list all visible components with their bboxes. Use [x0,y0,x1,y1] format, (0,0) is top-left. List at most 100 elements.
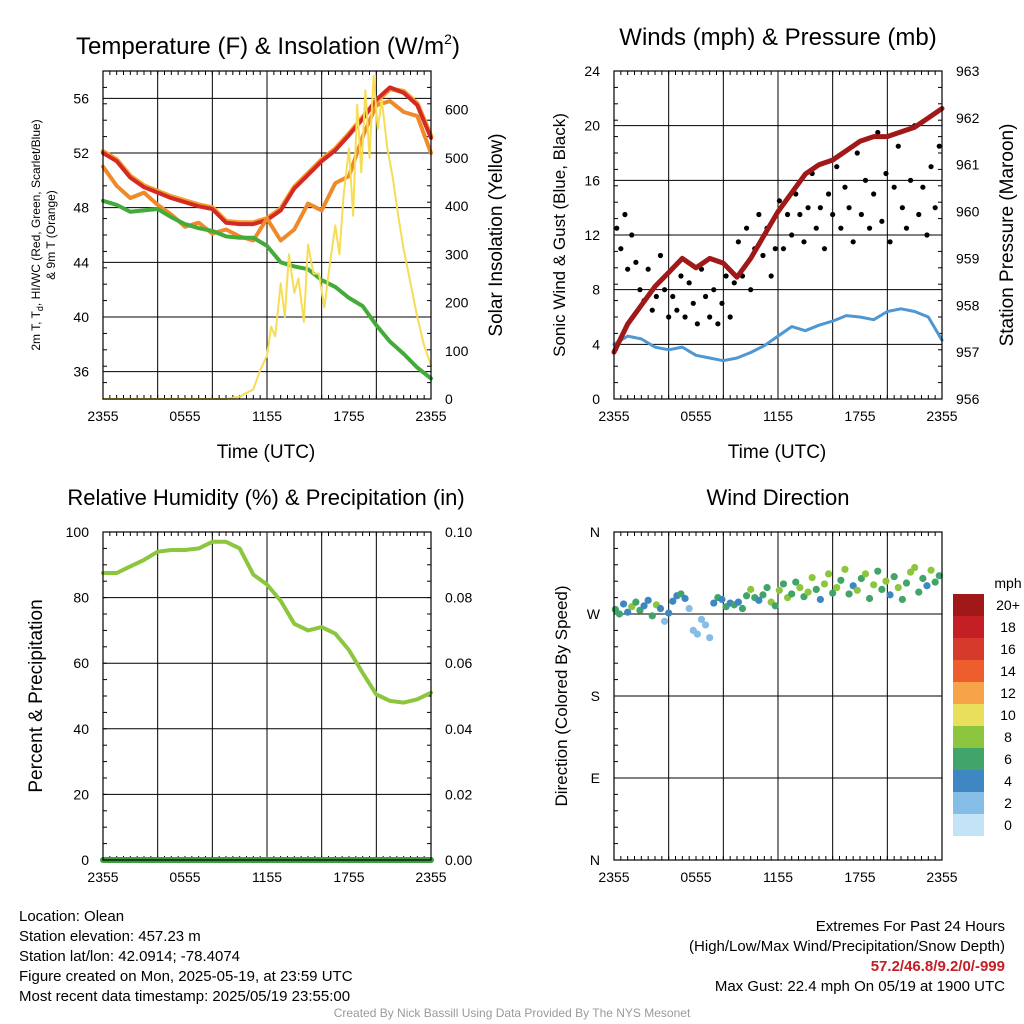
gust-point [661,287,668,293]
gust-point [629,232,635,238]
temperature-right-y-label: Solar Insolation (Yellow) [486,133,507,336]
gust-point [891,184,897,190]
gust-point [735,239,741,245]
direction-point [804,588,812,596]
extremes-title: Extremes For Past 24 Hours [815,918,1005,935]
gust-point [625,266,631,272]
gust-point [682,314,688,320]
direction-point [632,598,640,606]
credit-line: Created By Nick Bassill Using Data Provi… [333,1006,691,1020]
legend-swatch [953,704,984,726]
gust-point [846,205,852,211]
gust-point [858,211,864,218]
gust-point [719,300,725,306]
plot-frame [613,70,943,400]
x-tick-label: 2355 [415,869,446,885]
y2-tick-label: 0.02 [445,786,472,802]
direction-point [779,580,788,588]
gust-point [727,314,733,320]
direction-point [701,621,710,629]
gust-point [707,314,713,320]
station-info: Location: Olean Station elevation: 457.2… [19,907,353,1007]
gust-point [702,293,709,300]
gust-point [850,239,856,245]
y-tick-label: N [590,524,600,540]
gust-point [883,170,889,177]
station-latlon: Station lat/lon: 42.0914; -78.4074 [19,948,241,965]
direction-point [747,585,755,594]
y2-tick-label: 959 [956,250,980,266]
x-tick-label: 0555 [169,869,200,885]
y2-tick-label: 600 [445,102,469,118]
gust-point [801,239,807,245]
temperature-left-y-label-line2: & 9m T (Orange) [44,190,58,280]
y-tick-label: 60 [73,655,89,671]
direction-point [833,583,841,592]
gust-point [879,218,885,224]
direction-point [874,567,882,575]
direction-point [738,604,747,613]
y-tick-label: 4 [592,336,600,352]
direction-point [742,592,751,600]
gust-point [932,205,938,211]
direction-point [870,581,878,589]
y2-tick-label: 500 [445,150,469,166]
direction-point [640,602,648,610]
gust-point [916,211,922,218]
temperature-x-axis-label: Time (UTC) [217,442,316,463]
direction-point [935,572,943,580]
direction-point [624,608,632,616]
y-tick-label: W [587,606,601,622]
y2-tick-label: 0.06 [445,655,472,671]
direction-point [710,599,718,607]
direction-point [865,594,874,603]
y-tick-label: 8 [592,282,600,298]
figure-created: Figure created on Mon, 2025-05-19, at 23… [19,968,353,985]
gust-point [866,225,873,231]
gust-point [622,211,628,218]
y-tick-label: 20 [73,786,89,802]
gust-point [928,164,934,170]
gust-point [666,314,672,320]
gust-point [690,300,696,306]
direction-point [837,576,845,584]
gust-point [743,225,750,231]
legend-label: 20+ [996,597,1020,613]
temperature-title-superscript: 2 [444,31,452,47]
station-elevation: Station elevation: 457.23 m [19,928,201,945]
pressure-line [611,106,945,355]
gust-point [899,205,905,211]
station-location: Location: Olean [19,908,125,925]
direction-point [853,586,861,594]
extremes-values: 57.2/46.8/9.2/0/-999 [870,958,1005,975]
legend-swatch [953,682,984,704]
x-tick-label: 2355 [87,408,118,424]
x-tick-label: 1755 [333,408,364,424]
data-timestamp: Most recent data timestamp: 2025/05/19 2… [19,988,351,1005]
direction-point [615,610,624,618]
winds-chart: Winds (mph) & Pressure (mb) Time (UTC) S… [550,24,1018,463]
legend-label: 0 [1004,817,1012,833]
direction-point [894,583,902,592]
y2-tick-label: 961 [956,157,980,173]
x-tick-label: 1755 [844,408,875,424]
y2-tick-label: 960 [956,204,980,220]
x-tick-label: 1755 [333,869,364,885]
y-tick-label: 20 [584,118,600,134]
y2-tick-label: 0.00 [445,852,472,868]
x-tick-label: 2355 [926,869,957,885]
solar-line [102,74,432,400]
gust-point [715,321,721,327]
humidity-left-y-label: Percent & Precipitation [26,599,47,792]
y-tick-label: 36 [73,364,89,380]
wind-direction-chart: Wind Direction Direction (Colored By Spe… [552,485,1022,885]
direction-point [829,589,837,597]
legend-swatch [953,726,984,748]
direction-point [861,570,870,578]
y2-tick-label: 0.04 [445,721,472,737]
legend-label: 2 [1004,795,1012,811]
y2-tick-label: 0 [445,391,453,407]
y-tick-label: 48 [73,200,89,216]
direction-point [931,578,939,586]
gust-point [871,191,877,197]
